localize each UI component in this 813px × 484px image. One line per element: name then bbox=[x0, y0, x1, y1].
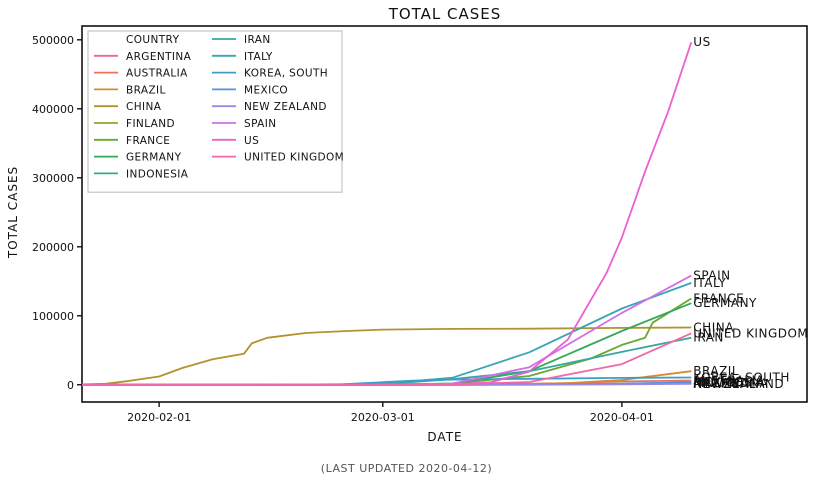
y-tick-label: 500000 bbox=[32, 34, 74, 47]
end-label-italy: ITALY bbox=[693, 276, 726, 290]
x-tick-label: 2020-03-01 bbox=[351, 411, 415, 424]
end-label-us: US bbox=[693, 35, 710, 49]
legend-entry-label: ARGENTINA bbox=[126, 51, 192, 63]
end-label-france: FRANCE bbox=[693, 292, 744, 306]
end-label-united-kingdom: UNITED KINGDOM bbox=[693, 326, 808, 340]
legend-entry-label: NEW ZEALAND bbox=[244, 101, 327, 113]
y-tick-label: 400000 bbox=[32, 103, 74, 116]
legend-entry-label: BRAZIL bbox=[126, 84, 166, 96]
end-label-finland: FINLAND bbox=[693, 376, 749, 390]
end-label-mexico: MEXICO bbox=[693, 375, 744, 389]
series-lines bbox=[81, 41, 693, 386]
legend-box bbox=[87, 30, 343, 193]
series-line-germany bbox=[81, 302, 692, 386]
end-label-brazil: BRAZIL bbox=[693, 364, 739, 378]
legend-entry-label: KOREA, SOUTH bbox=[244, 68, 328, 80]
y-tick-label: 300000 bbox=[32, 172, 74, 185]
end-label-argentina: ARGENTINA bbox=[693, 376, 768, 390]
end-label-new-zealand: NEWZEALAND bbox=[693, 377, 784, 391]
series-line-italy bbox=[82, 282, 692, 386]
legend-entry-label: MEXICO bbox=[244, 84, 288, 96]
series-line-china bbox=[81, 326, 692, 386]
legend-entry-label: ITALY bbox=[244, 51, 273, 63]
x-axis: 2020-02-01 2020-03-01 2020-04-01 bbox=[127, 402, 654, 424]
legend-title: COUNTRY bbox=[126, 34, 180, 46]
end-label-china: CHINA bbox=[693, 321, 734, 335]
end-label-australia: AUSTRALIA bbox=[693, 374, 764, 388]
plot-border bbox=[81, 25, 808, 403]
legend-entry-label: UNITED KINGDOM bbox=[244, 152, 344, 164]
end-label-indonesia: INDONESIA bbox=[693, 375, 765, 389]
x-tick-label: 2020-04-01 bbox=[590, 411, 654, 424]
legend-entry-label: FRANCE bbox=[126, 135, 170, 147]
x-axis-label: DATE bbox=[427, 430, 462, 444]
chart-title: TOTAL CASES bbox=[388, 5, 502, 23]
end-label-korea-south: KOREA, SOUTH bbox=[693, 371, 790, 385]
legend-entry-label: IRAN bbox=[244, 34, 271, 46]
series-line-united-kingdom bbox=[82, 332, 692, 386]
y-axis-label: TOTAL CASES bbox=[6, 166, 20, 259]
y-tick-label: 100000 bbox=[32, 310, 74, 323]
y-tick-label: 0 bbox=[67, 379, 74, 392]
legend-entry-label: GERMANY bbox=[126, 152, 182, 164]
end-label-iran: IRAN bbox=[693, 331, 724, 345]
legend: COUNTRY ARGENTINA AUSTRALIA BRAZIL CHINA FINL… bbox=[87, 30, 344, 193]
legend-entry-label: SPAIN bbox=[244, 118, 276, 130]
y-tick-label: 200000 bbox=[32, 241, 74, 254]
legend-entry-label: INDONESIA bbox=[126, 168, 189, 180]
legend-entry-label: FINLAND bbox=[126, 118, 175, 130]
legend-entry-label: CHINA bbox=[126, 101, 162, 113]
last-updated-caption: (LAST UPDATED 2020-04-12) bbox=[320, 462, 493, 475]
plot-frame bbox=[81, 25, 808, 403]
legend-entry-label: AUSTRALIA bbox=[126, 68, 188, 80]
x-tick-label: 2020-02-01 bbox=[127, 411, 191, 424]
end-label-germany: GERMANY bbox=[693, 296, 757, 310]
y-axis: 0 100000 200000 300000 400000 500000 bbox=[32, 34, 82, 392]
legend-entry-label: US bbox=[244, 135, 259, 147]
end-label-spain: SPAIN bbox=[693, 269, 730, 283]
